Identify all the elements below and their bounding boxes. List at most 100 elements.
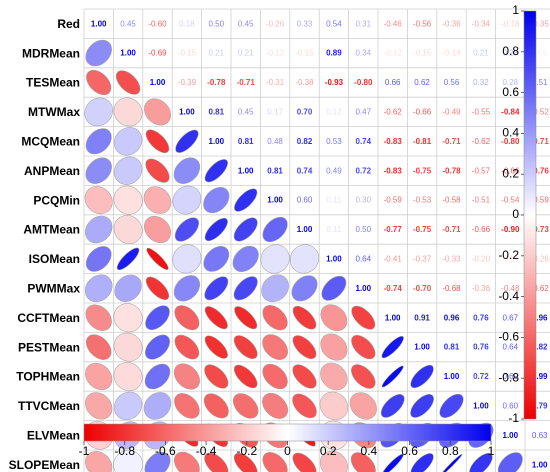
corr-ellipse [349,392,377,420]
cell-value: 0.45 [238,19,254,28]
corr-ellipse [172,185,202,215]
cell-value: -0.70 [413,284,432,293]
cell-value: -0.37 [413,255,432,264]
corr-ellipse [381,365,404,388]
cell-value: -0.12 [384,49,403,58]
cell-value: -0.74 [384,284,403,293]
corr-ellipse [85,392,113,420]
cell-value: 0.21 [473,49,489,58]
cell-value: -0.62 [384,108,403,117]
corr-ellipse [145,129,170,154]
colorbar-tick-label: 1 [512,3,519,17]
corr-ellipse [292,364,317,389]
cell-value: -0.57 [472,166,491,175]
corr-ellipse [173,363,200,390]
colorbar-vertical [523,10,537,420]
corr-ellipse [85,128,112,155]
cell-value: 0.05 [532,49,548,58]
corr-ellipse [84,186,113,215]
colorbar-tick-label: -0.4 [498,289,519,303]
cell-value: 0.74 [356,137,372,146]
cell-value: 0.21 [209,49,225,58]
cell-value: -0.71 [531,137,550,146]
matrix-grid [83,8,550,472]
cell-value: -0.69 [148,49,167,58]
colorbar-tick-label: -0.6 [498,330,519,344]
cell-value: 1.00 [120,49,136,58]
cell-value: 1.00 [414,343,430,352]
corr-ellipse [144,216,171,243]
cell-value: -0.75 [413,225,432,234]
cell-value: -0.66 [472,225,491,234]
corr-ellipse [85,246,112,272]
corr-ellipse [113,185,143,215]
cell-value: 1.00 [444,372,460,381]
corr-ellipse [113,127,143,156]
corr-ellipse [497,452,523,472]
corr-ellipse [351,305,376,330]
corr-ellipse [410,453,434,472]
cell-value: 1.00 [297,225,313,234]
colorbar-tick-label: 0.8 [442,444,459,458]
cell-value: -0.60 [148,19,167,28]
cell-value: 0.64 [503,343,519,352]
cell-value: 0.11 [326,225,342,234]
corr-ellipse [261,274,289,303]
corr-ellipse [233,217,258,242]
cell-value: 0.96 [444,313,460,322]
cell-value: 0.72 [473,372,489,381]
cell-value: -0.56 [413,19,432,28]
cell-value: 0.76 [473,343,489,352]
cell-value: -0.59 [531,196,550,205]
row-labels: Red MDRMean TESMean MTWMax MCQMean ANPMean PCQ… [9,17,81,472]
cell-value: -0.54 [501,196,520,205]
corr-ellipse [204,335,228,359]
corr-ellipse [174,393,200,419]
corr-ellipse [233,452,258,472]
corr-ellipse [350,452,376,472]
corr-ellipse [84,97,113,127]
row-label: ELVMean [27,428,80,442]
cell-value: -0.15 [178,49,197,58]
cell-value: -0.15 [413,49,432,58]
corr-ellipse [260,244,290,274]
cell-value: 0.34 [356,49,372,58]
bottom-colorbar: -1 -0.8 -0.6 -0.4 -0.2 0 0.2 0.4 0.6 0.8 1 [79,423,495,458]
cell-value: -0.31 [266,78,285,87]
corr-ellipse [204,306,228,330]
cell-value: 0.66 [385,78,401,87]
cell-value: -0.78 [442,166,461,175]
cell-value: 0.67 [503,313,519,322]
cell-value: -0.49 [442,108,461,117]
corr-ellipse [262,452,288,472]
corr-ellipse [320,362,348,391]
colorbar-tick-label: 0 [512,207,519,221]
corr-ellipse [262,305,288,331]
colorbar-tick-label: 0.6 [401,444,418,458]
cell-value: -0.80 [354,78,373,87]
corr-ellipse [146,247,169,270]
colorbar-tick-label: 1 [488,444,495,458]
corr-ellipse [204,276,229,301]
cell-value: 0.11 [326,196,342,205]
corr-ellipse [234,306,258,330]
cell-value: 0.49 [326,166,342,175]
corr-ellipse [113,303,143,333]
cell-value: 1.00 [326,255,342,264]
row-label: PWMMax [27,281,80,295]
cell-value: -0.33 [442,255,461,264]
cell-value: -0.26 [531,255,550,264]
cell-value: 0.12 [326,108,342,117]
row-label: MTWMax [28,105,80,119]
corr-ellipse [173,157,201,184]
corr-ellipse [145,334,170,360]
cell-value: 0.17 [267,108,283,117]
corr-ellipse [440,454,463,472]
row-label: MCQMean [21,134,80,148]
cell-value: -0.39 [178,78,197,87]
row-label: CCFTMean [17,311,80,325]
corr-ellipse [85,451,113,472]
cell-value: -0.71 [442,137,461,146]
corr-ellipse [144,363,171,390]
cell-value: -0.90 [501,225,520,234]
